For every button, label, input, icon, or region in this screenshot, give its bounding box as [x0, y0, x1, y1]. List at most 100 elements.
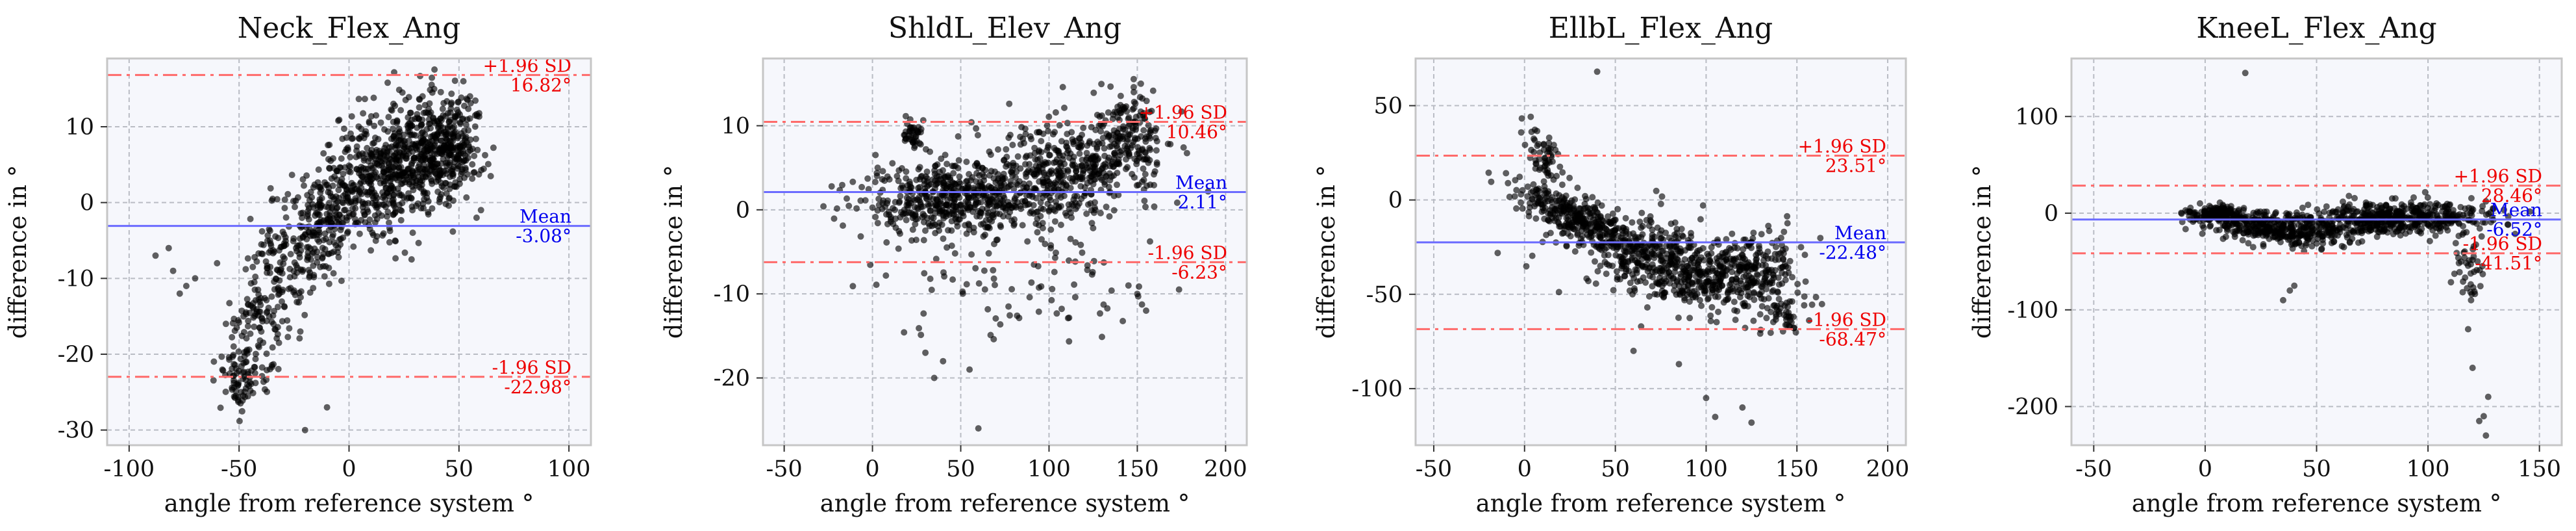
data-point	[948, 191, 955, 198]
data-point	[305, 266, 312, 274]
data-point	[2196, 200, 2203, 207]
data-point	[1136, 94, 1144, 101]
data-point	[1645, 293, 1653, 300]
data-point	[1072, 205, 1079, 213]
data-point	[408, 256, 415, 263]
data-point	[988, 168, 995, 175]
data-point	[1078, 162, 1085, 169]
data-point	[234, 393, 242, 400]
data-point	[2225, 222, 2232, 229]
data-point	[1053, 249, 1059, 256]
data-point	[449, 147, 456, 154]
data-point	[1110, 207, 1118, 214]
data-point	[287, 285, 294, 292]
data-point	[409, 207, 416, 214]
data-point	[972, 265, 979, 272]
data-point	[392, 142, 399, 149]
data-point	[1018, 205, 1025, 213]
data-point	[997, 321, 1004, 328]
data-point	[1076, 150, 1083, 157]
data-point	[1753, 256, 1760, 263]
data-point	[1569, 216, 1577, 224]
data-point	[920, 237, 927, 244]
data-point	[1724, 289, 1731, 296]
data-point	[1028, 208, 1035, 215]
data-point	[2201, 205, 2208, 212]
data-point	[1008, 286, 1016, 292]
data-point	[1060, 179, 1067, 186]
data-point	[2505, 221, 2512, 228]
data-point	[1136, 283, 1142, 290]
data-point	[1609, 210, 1616, 217]
data-point	[2397, 232, 2404, 239]
data-point	[463, 194, 470, 201]
data-point	[395, 154, 402, 161]
data-point	[1636, 218, 1644, 226]
data-point	[421, 101, 429, 109]
data-point	[853, 205, 860, 212]
data-point	[2221, 211, 2229, 218]
x-tick-label: 200	[1866, 456, 1910, 482]
data-point	[1751, 289, 1757, 296]
data-point	[934, 179, 941, 187]
data-point	[1784, 213, 1791, 220]
data-point	[912, 220, 919, 227]
data-point	[1610, 287, 1617, 294]
data-point	[274, 266, 281, 274]
data-point	[1666, 279, 1673, 287]
data-point	[1777, 265, 1784, 272]
data-point	[2276, 222, 2282, 228]
data-point	[2329, 208, 2336, 215]
data-point	[361, 96, 368, 103]
data-point	[416, 104, 423, 111]
data-point	[884, 197, 891, 204]
data-point	[1125, 131, 1132, 138]
data-point	[1781, 311, 1788, 318]
data-point	[344, 144, 351, 151]
data-point	[1092, 199, 1098, 206]
data-point	[2505, 213, 2512, 220]
data-point	[1049, 131, 1057, 138]
data-point	[1024, 238, 1031, 245]
data-point	[1010, 202, 1018, 209]
data-point	[1071, 294, 1079, 301]
data-point	[447, 101, 455, 108]
data-point	[1513, 205, 1520, 212]
data-point	[390, 100, 397, 107]
data-point	[301, 311, 308, 318]
data-point	[2345, 192, 2353, 200]
data-point	[255, 291, 262, 298]
data-point	[1180, 144, 1187, 151]
data-point	[428, 81, 435, 88]
data-point	[1742, 324, 1749, 331]
data-point	[271, 286, 278, 293]
data-point	[339, 199, 346, 205]
data-point	[218, 353, 225, 360]
data-point	[1589, 194, 1596, 201]
plot-area	[763, 58, 1247, 445]
data-point	[1563, 242, 1570, 250]
data-point	[1621, 272, 1629, 279]
data-point	[1681, 278, 1688, 285]
data-point	[955, 133, 962, 140]
data-point	[1521, 141, 1529, 148]
data-point	[2423, 213, 2431, 219]
data-point	[409, 148, 416, 155]
data-point	[1738, 280, 1745, 287]
data-point	[243, 335, 250, 342]
data-point	[912, 133, 919, 140]
data-point	[992, 281, 998, 289]
data-point	[1566, 203, 1573, 210]
data-point	[1658, 193, 1666, 200]
data-point	[1775, 274, 1782, 281]
data-point	[1091, 204, 1098, 211]
data-point	[921, 270, 928, 277]
data-point	[956, 173, 963, 180]
data-point	[1535, 194, 1542, 201]
data-point	[921, 181, 928, 188]
data-point	[1626, 231, 1633, 238]
data-point	[1107, 83, 1114, 90]
data-point	[2240, 230, 2247, 237]
data-point	[2334, 232, 2342, 239]
data-point	[968, 251, 975, 258]
